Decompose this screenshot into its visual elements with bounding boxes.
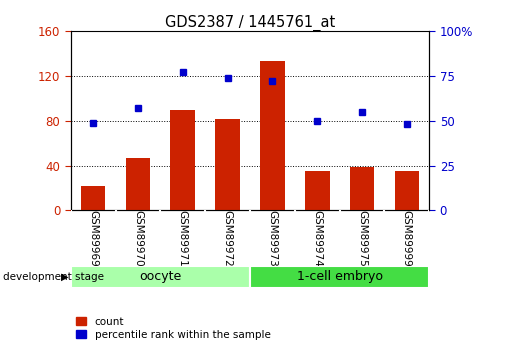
Text: GSM89972: GSM89972 <box>223 210 233 266</box>
Bar <box>215 119 240 210</box>
Text: GSM89969: GSM89969 <box>88 210 98 266</box>
Bar <box>81 186 106 210</box>
Text: GSM89974: GSM89974 <box>312 210 322 266</box>
Text: development stage: development stage <box>3 272 104 282</box>
Bar <box>71 266 250 288</box>
Text: oocyte: oocyte <box>139 270 181 283</box>
Bar <box>170 110 195 210</box>
Bar <box>250 266 429 288</box>
Bar <box>260 61 285 210</box>
Bar <box>126 158 150 210</box>
Text: GSM89973: GSM89973 <box>267 210 277 266</box>
Bar <box>394 171 419 210</box>
Text: GSM89970: GSM89970 <box>133 210 143 266</box>
Title: GDS2387 / 1445761_at: GDS2387 / 1445761_at <box>165 15 335 31</box>
Text: GSM89999: GSM89999 <box>402 210 412 266</box>
Text: GSM89971: GSM89971 <box>178 210 188 266</box>
Bar <box>305 171 330 210</box>
Legend: count, percentile rank within the sample: count, percentile rank within the sample <box>76 317 271 340</box>
Text: 1-cell embryo: 1-cell embryo <box>296 270 383 283</box>
Bar <box>349 167 374 210</box>
Text: ▶: ▶ <box>61 272 68 282</box>
Text: GSM89975: GSM89975 <box>357 210 367 266</box>
